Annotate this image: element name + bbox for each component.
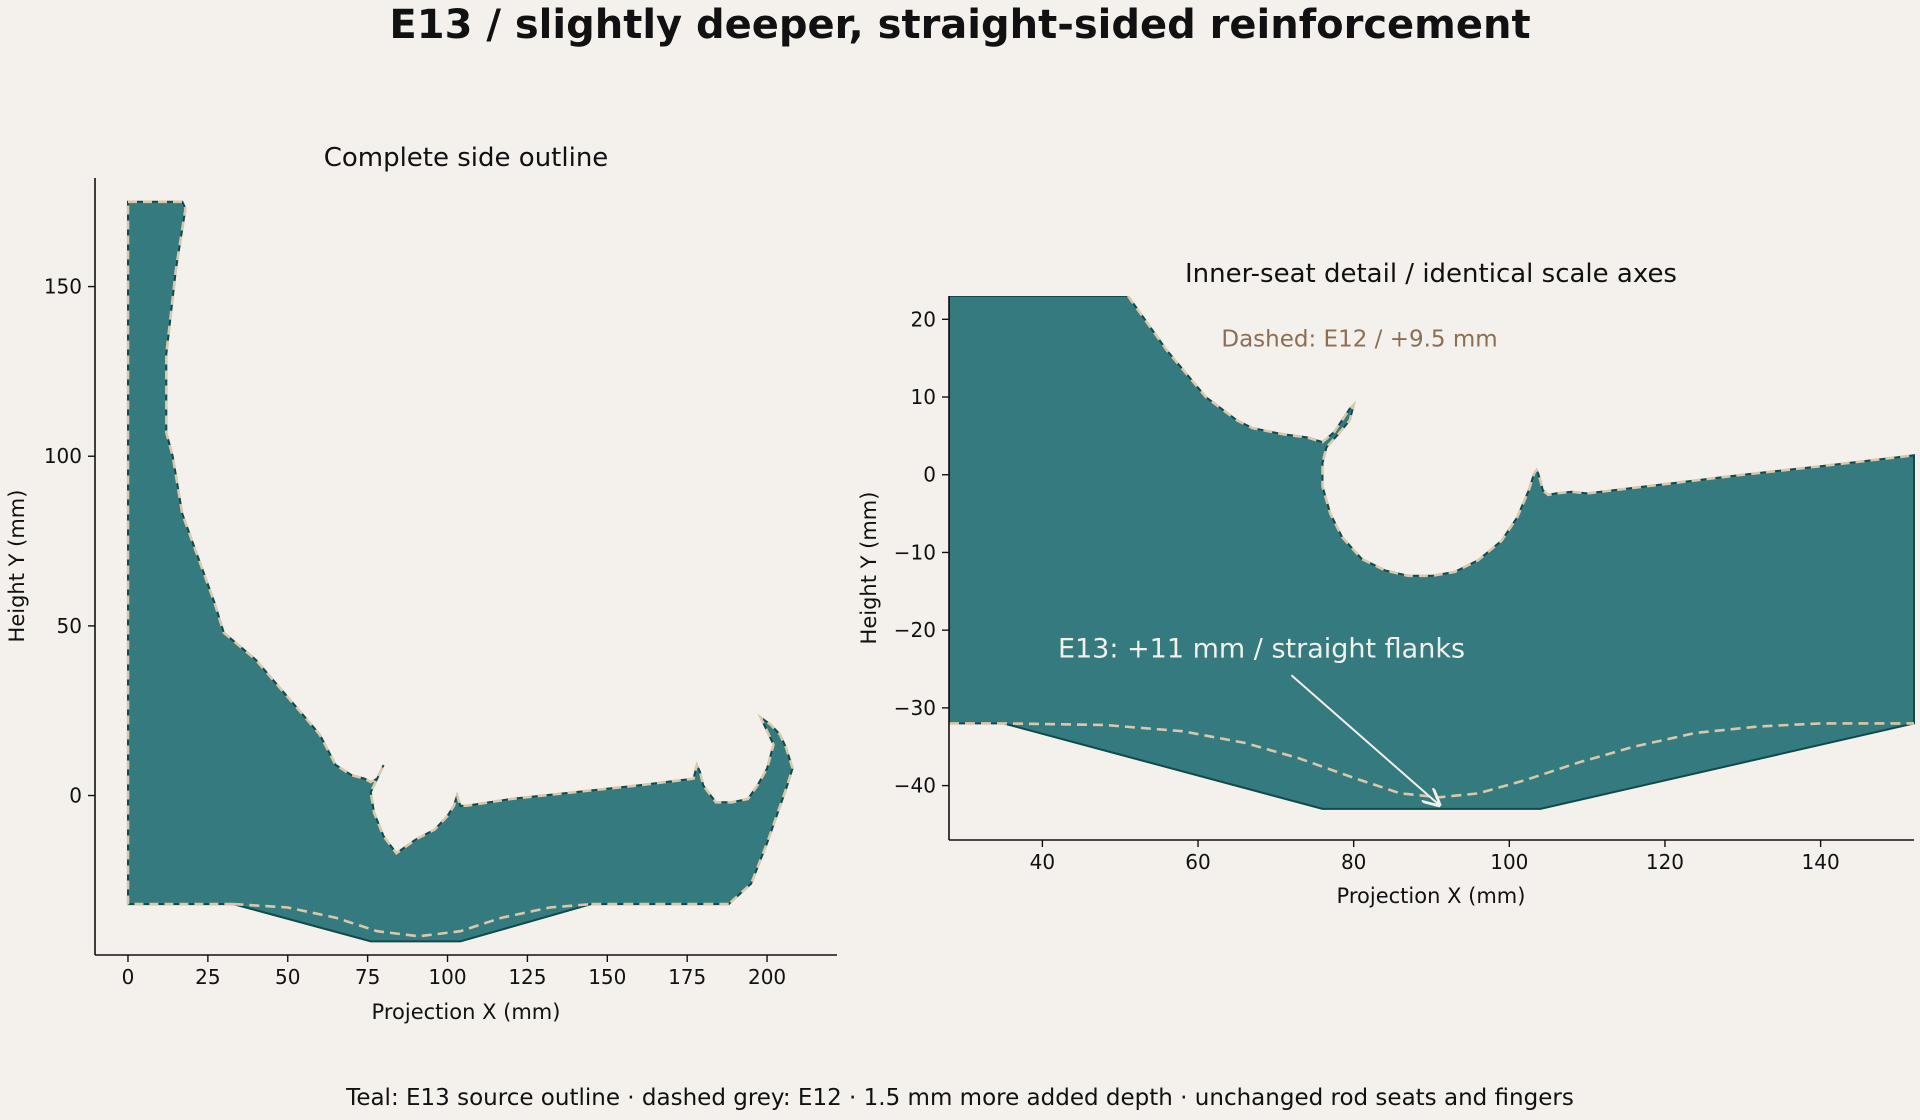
y-tick-label: 10 xyxy=(911,385,936,409)
x-tick-label: 100 xyxy=(428,965,466,989)
left-panel-title: Complete side outline xyxy=(324,143,609,173)
right-x-axis-label: Projection X (mm) xyxy=(1337,884,1526,908)
x-tick-label: 200 xyxy=(748,965,786,989)
x-tick-label: 150 xyxy=(588,965,626,989)
x-tick-label: 0 xyxy=(122,965,135,989)
left-y-ticks: 0 50 100 150 xyxy=(44,275,95,808)
e12-outline-left xyxy=(233,902,729,938)
left-x-ticks: 0 25 50 75 100 125 150 175 200 xyxy=(122,955,786,989)
left-x-axis-label: Projection X (mm) xyxy=(372,1000,561,1024)
x-tick-label: 120 xyxy=(1646,850,1684,874)
right-y-axis-label: Height Y (mm) xyxy=(857,492,881,645)
y-tick-label: −20 xyxy=(894,618,936,642)
e13-outline-detail xyxy=(949,296,1915,810)
y-tick-label: −40 xyxy=(894,774,936,798)
x-tick-label: 75 xyxy=(355,965,380,989)
y-tick-label: 0 xyxy=(923,463,936,487)
y-tick-label: 100 xyxy=(44,444,82,468)
x-tick-label: 175 xyxy=(668,965,706,989)
left-y-axis-label: Height Y (mm) xyxy=(5,490,29,643)
right-panel-title: Inner-seat detail / identical scale axes xyxy=(1185,259,1677,289)
e13-outline-full xyxy=(127,200,794,943)
right-y-ticks: 20 10 0 −10 −20 −30 −40 xyxy=(894,307,949,798)
panel-inner-seat-detail: Inner-seat detail / identical scale axes… xyxy=(857,259,1915,908)
x-tick-label: 25 xyxy=(195,965,220,989)
x-tick-label: 50 xyxy=(275,965,300,989)
y-tick-label: 150 xyxy=(44,275,82,299)
y-tick-label: 20 xyxy=(911,307,936,331)
x-tick-label: 140 xyxy=(1802,850,1840,874)
x-tick-label: 60 xyxy=(1185,850,1210,874)
y-tick-label: −10 xyxy=(894,540,936,564)
e13-note-arrow xyxy=(1290,674,1439,805)
figure-caption: Teal: E13 source outline · dashed grey: … xyxy=(346,1085,1574,1111)
y-tick-label: 0 xyxy=(69,784,82,808)
x-tick-label: 80 xyxy=(1341,850,1366,874)
e12-shared-edge-dashes-left xyxy=(126,200,794,906)
figure-title: E13 / slightly deeper, straight-sided re… xyxy=(389,2,1531,48)
e13-note: E13: +11 mm / straight flanks xyxy=(1058,633,1465,664)
right-x-ticks: 40 60 80 100 120 140 xyxy=(1030,840,1840,874)
x-tick-label: 40 xyxy=(1030,850,1055,874)
dashed-e12-note: Dashed: E12 / +9.5 mm xyxy=(1221,327,1497,353)
y-tick-label: 50 xyxy=(57,614,82,638)
e12-outline-right xyxy=(949,722,1914,799)
x-tick-label: 100 xyxy=(1490,850,1528,874)
e12-shared-edge-dashes-right xyxy=(1126,296,1915,578)
x-tick-label: 125 xyxy=(508,965,546,989)
y-tick-label: −30 xyxy=(894,696,936,720)
panel-complete-outline: Complete side outline 0 25 50 75 100 125 150 17… xyxy=(5,143,837,1024)
